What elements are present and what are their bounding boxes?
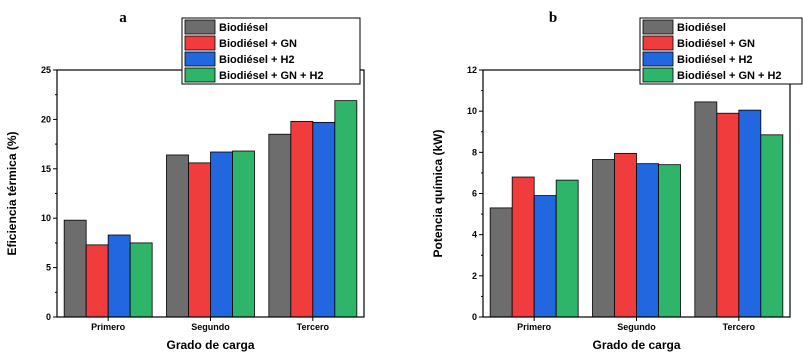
chart-a-bar-primero-2 bbox=[107, 234, 131, 318]
chart-a-bar-segundo-1 bbox=[188, 162, 211, 318]
chart-b-legend-swatch-2 bbox=[642, 51, 674, 67]
chart-b-ytick-label: 12 bbox=[467, 65, 477, 75]
chart-a-legend-label-3: Biodiésel + GN + H2 bbox=[219, 70, 324, 82]
chart-b-legend-label-0: Biodiésel bbox=[677, 22, 726, 34]
chart-a-ytick-label: 10 bbox=[41, 213, 51, 223]
chart-b-legend-label-2: Biodiésel + H2 bbox=[677, 54, 753, 66]
chart-b-legend-label-1: Biodiésel + GN bbox=[677, 38, 755, 50]
chart-b-bar-segundo-3 bbox=[658, 164, 681, 318]
chart-b-legend-swatch-0 bbox=[642, 19, 674, 35]
chart-a-xtick-label: Primero bbox=[91, 322, 126, 332]
chart-b-bar-tercero-2 bbox=[738, 109, 762, 318]
chart-a-bar-tercero-3 bbox=[334, 100, 358, 318]
chart-a-xtick-label: Tercero bbox=[297, 322, 330, 332]
chart-b-bar-tercero-3 bbox=[760, 134, 784, 318]
chart-b-legend-swatch-3 bbox=[642, 67, 674, 83]
chart-b-xtick-label: Tercero bbox=[723, 322, 756, 332]
chart-b-legend-swatch-1 bbox=[642, 35, 674, 51]
chart-a-y-axis-label: Eficiencia térmica (%) bbox=[5, 131, 19, 255]
chart-b-y-axis-label: Potencia química (kW) bbox=[431, 129, 445, 257]
chart-b-bar-primero-2 bbox=[533, 195, 557, 318]
chart-b-bar-primero-0 bbox=[489, 207, 513, 318]
chart-a-ytick-label: 25 bbox=[41, 65, 51, 75]
chart-b-bar-segundo-0 bbox=[592, 159, 615, 318]
chart-a-x-axis-label: Grado de carga bbox=[166, 338, 254, 352]
chart-a-legend-label-0: Biodiésel bbox=[219, 22, 268, 34]
chart-a-bar-segundo-0 bbox=[166, 154, 189, 318]
chart-b-bar-segundo-2 bbox=[636, 163, 659, 318]
chart-a-legend-swatch-0 bbox=[184, 19, 216, 35]
chart-b-ytick-label: 6 bbox=[472, 189, 477, 199]
chart-b-panel-label: b bbox=[549, 10, 557, 26]
chart-a-panel-label: a bbox=[119, 10, 127, 26]
chart-a-bar-tercero-0 bbox=[268, 133, 292, 318]
chart-a-bar-tercero-2 bbox=[312, 121, 336, 318]
chart-b-bar-primero-3 bbox=[555, 179, 579, 318]
chart-a-ytick-label: 20 bbox=[41, 114, 51, 124]
chart-b-ytick-label: 2 bbox=[472, 271, 477, 281]
chart-a-ytick-label: 5 bbox=[46, 263, 51, 273]
chart-a-legend-swatch-2 bbox=[184, 51, 216, 67]
chart-b-bar-tercero-1 bbox=[716, 112, 740, 318]
chart-a-bar-primero-3 bbox=[129, 242, 153, 318]
chart-a-bar-primero-1 bbox=[85, 244, 109, 318]
chart-b-bar-primero-1 bbox=[511, 176, 535, 318]
chart-a-bar-tercero-1 bbox=[290, 120, 314, 318]
chart-b-xtick-label: Primero bbox=[517, 322, 552, 332]
chart-b-ytick-label: 0 bbox=[472, 312, 477, 322]
chart-a-bar-segundo-2 bbox=[210, 151, 233, 318]
chart-a-ytick-label: 0 bbox=[46, 312, 51, 322]
chart-b-ytick-label: 10 bbox=[467, 106, 477, 116]
chart-a-bar-primero-0 bbox=[63, 219, 87, 318]
chart-a-bar-segundo-3 bbox=[232, 150, 255, 318]
chart-b-xtick-label: Segundo bbox=[617, 322, 656, 332]
chart-a-legend-label-2: Biodiésel + H2 bbox=[219, 54, 295, 66]
chart-a-legend-label-1: Biodiésel + GN bbox=[219, 38, 297, 50]
chart-b-bar-tercero-0 bbox=[694, 101, 718, 318]
chart-b-ytick-label: 4 bbox=[472, 230, 477, 240]
chart-a-xtick-label: Segundo bbox=[191, 322, 230, 332]
chart-b-ytick-label: 8 bbox=[472, 147, 477, 157]
chart-b-bar-segundo-1 bbox=[614, 152, 637, 318]
chart-a-legend-swatch-3 bbox=[184, 67, 216, 83]
chart-a-ytick-label: 15 bbox=[41, 164, 51, 174]
chart-a-legend-swatch-1 bbox=[184, 35, 216, 51]
chart-b-legend-label-3: Biodiésel + GN + H2 bbox=[677, 70, 782, 82]
chart-b-x-axis-label: Grado de carga bbox=[592, 338, 680, 352]
